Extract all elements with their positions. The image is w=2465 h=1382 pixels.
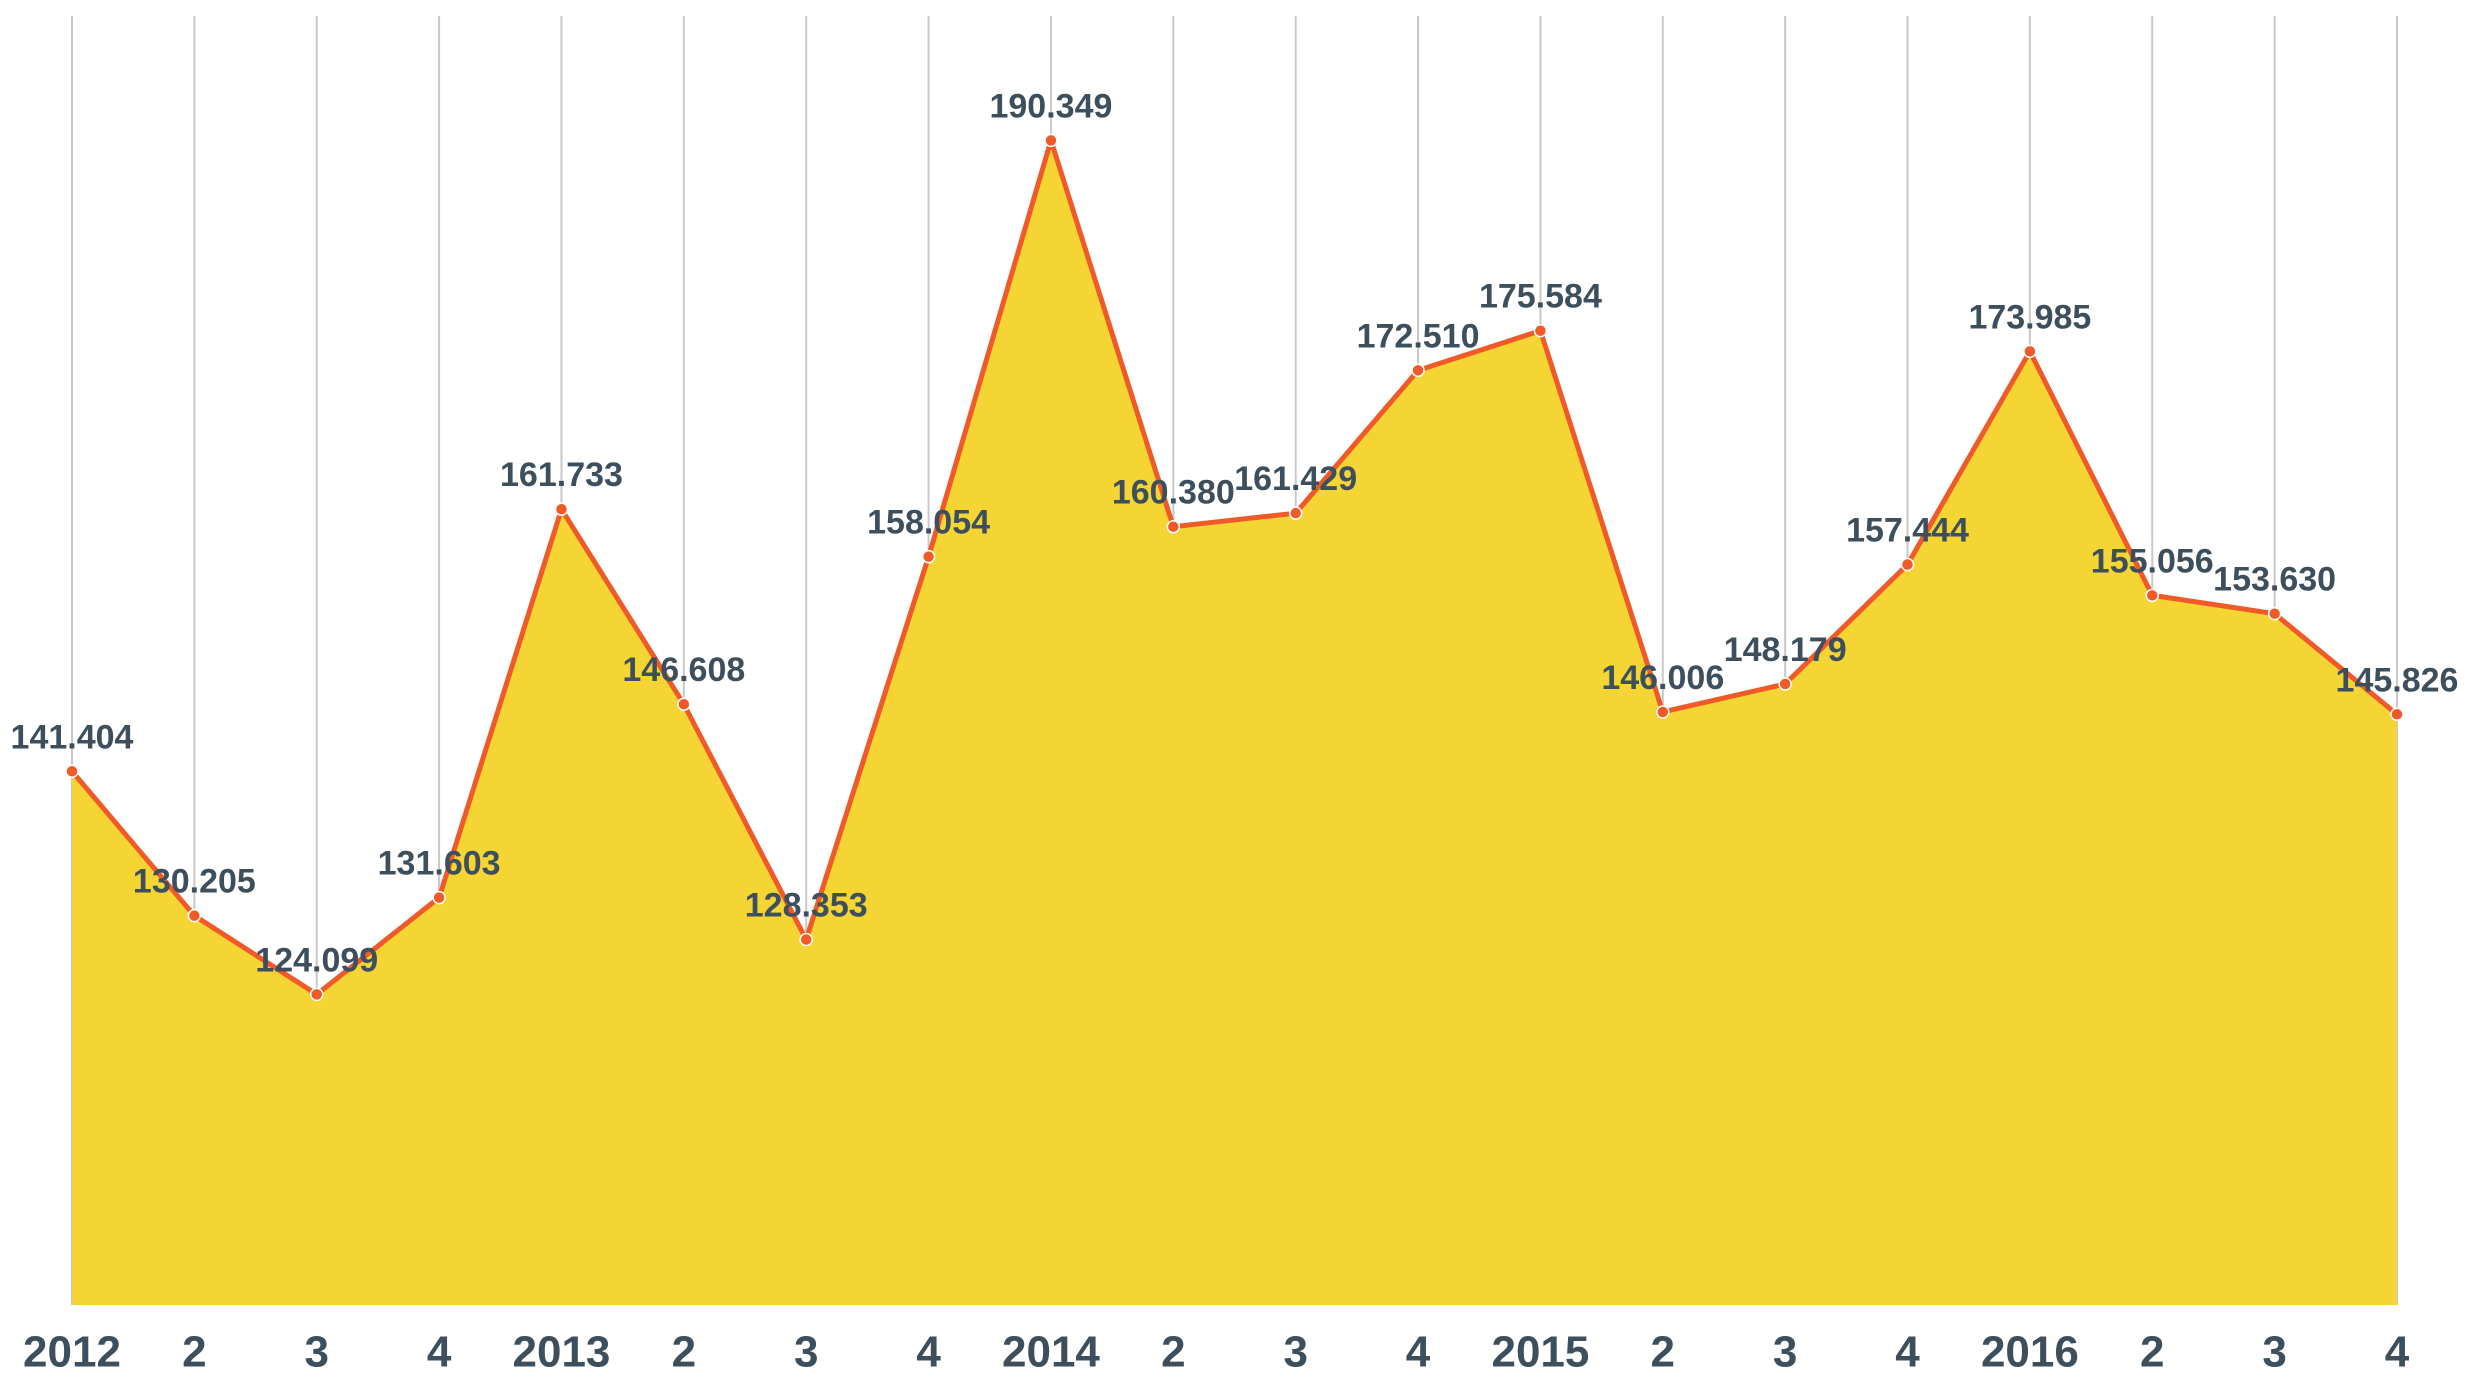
x-tick-label: 3 [304,1328,328,1377]
point [432,890,446,905]
point [187,908,202,923]
point [2023,344,2037,359]
value-label: 146.006 [1601,659,1724,697]
x-tick-label: 4 [427,1328,452,1377]
x-tick-label: 2 [1651,1328,1675,1377]
point [1166,519,1181,534]
x-tick-label: 3 [1283,1328,1307,1377]
point [2145,588,2160,603]
point [677,697,691,711]
value-label: 131.603 [378,845,501,883]
x-tick-label: 4 [1895,1328,1920,1377]
x-tick-label: 2 [2140,1328,2164,1377]
x-tick-label: 4 [916,1328,941,1377]
point [921,549,936,564]
x-tick-label: 4 [1406,1328,1431,1377]
point [2390,707,2404,722]
x-tick-label: 2016 [1981,1328,2079,1377]
value-label: 124.099 [255,941,378,979]
value-label: 190.349 [989,87,1112,125]
point [799,932,813,947]
point [1656,705,1670,719]
x-tick-label: 2 [1161,1328,1185,1377]
x-tick-label: 2015 [1491,1328,1589,1377]
area [72,140,2397,1306]
x-tick-label: 3 [794,1328,818,1377]
x-tick-label: 2012 [23,1328,121,1377]
x-tick-label: 4 [2385,1328,2410,1377]
point [1533,323,1548,338]
value-label: 148.179 [1724,631,1847,669]
value-label: 172.510 [1357,317,1480,355]
point [554,502,569,517]
x-tick-label: 2014 [1002,1328,1100,1377]
value-label: 157.444 [1846,512,1969,550]
value-label: 160.380 [1112,474,1235,512]
point [1411,363,1425,378]
x-tick-label: 2013 [513,1328,611,1377]
point [1778,677,1792,691]
value-label: 155.056 [2091,542,2214,580]
value-label: 145.826 [2336,661,2459,699]
point [65,764,79,779]
value-label: 128.353 [745,887,868,925]
point [2267,606,2282,621]
x-tick-label: 3 [2262,1328,2286,1377]
value-label: 173.985 [1968,298,2091,336]
value-label: 175.584 [1479,278,1602,316]
value-label: 141.404 [11,718,134,756]
line [70,137,2399,997]
value-label: 130.205 [133,863,256,901]
value-label: 146.608 [622,651,745,689]
value-label: 153.630 [2213,561,2336,599]
point [1044,133,1058,148]
point [1900,557,1915,572]
x-tick-label: 2 [182,1328,206,1377]
value-label: 161.733 [500,456,623,494]
point [309,987,324,1002]
x-tick-label: 2 [672,1328,696,1377]
value-label: 161.429 [1234,460,1357,498]
x-tick-label: 3 [1773,1328,1797,1377]
point [1288,506,1303,520]
value-label: 158.054 [867,504,990,542]
